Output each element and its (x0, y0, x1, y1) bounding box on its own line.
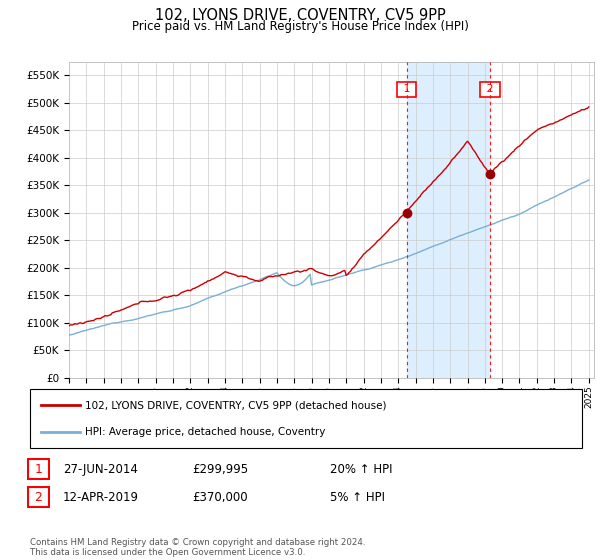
Text: £370,000: £370,000 (192, 491, 248, 504)
Text: 1: 1 (34, 463, 43, 476)
FancyBboxPatch shape (28, 487, 49, 507)
Text: HPI: Average price, detached house, Coventry: HPI: Average price, detached house, Cove… (85, 427, 326, 437)
Text: 5% ↑ HPI: 5% ↑ HPI (330, 491, 385, 504)
Text: £299,995: £299,995 (192, 463, 248, 476)
Text: 12-APR-2019: 12-APR-2019 (63, 491, 139, 504)
Text: 102, LYONS DRIVE, COVENTRY, CV5 9PP (detached house): 102, LYONS DRIVE, COVENTRY, CV5 9PP (det… (85, 400, 387, 410)
Text: Contains HM Land Registry data © Crown copyright and database right 2024.
This d: Contains HM Land Registry data © Crown c… (30, 538, 365, 557)
Text: 20% ↑ HPI: 20% ↑ HPI (330, 463, 392, 476)
Text: 102, LYONS DRIVE, COVENTRY, CV5 9PP: 102, LYONS DRIVE, COVENTRY, CV5 9PP (155, 8, 445, 24)
Text: 2: 2 (34, 491, 43, 504)
Bar (407, 62, 490, 378)
Text: Price paid vs. HM Land Registry's House Price Index (HPI): Price paid vs. HM Land Registry's House … (131, 20, 469, 32)
Text: 2: 2 (482, 85, 497, 95)
Text: 1: 1 (400, 85, 413, 95)
Text: 27-JUN-2014: 27-JUN-2014 (63, 463, 138, 476)
FancyBboxPatch shape (30, 389, 582, 448)
FancyBboxPatch shape (28, 459, 49, 479)
